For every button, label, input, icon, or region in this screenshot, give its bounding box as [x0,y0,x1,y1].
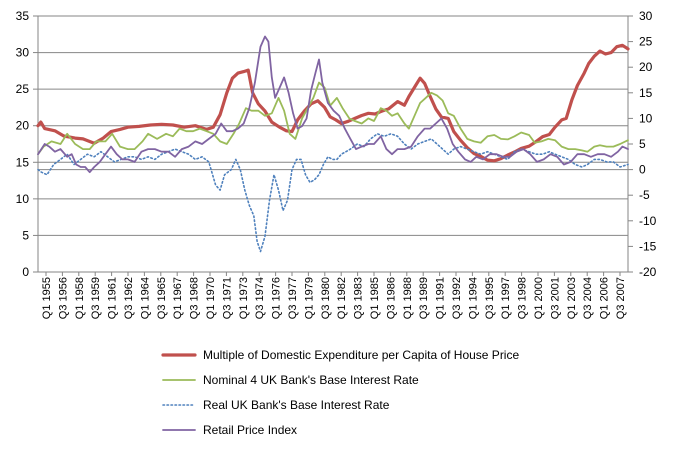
left-tick-label: 15 [16,155,30,169]
x-tick-label: Q1 1967 [172,277,184,319]
x-tick-label: Q3 1968 [189,277,201,319]
left-tick-label: 25 [16,82,30,96]
right-tick-label: -5 [639,188,650,202]
right-tick-label: -20 [639,265,657,279]
legend-label: Nominal 4 UK Bank's Base Interest Rate [203,373,419,387]
x-tick-label: Q1 2006 [599,277,611,319]
x-tick-label: Q1 1964 [139,277,151,319]
x-tick-label: Q1 1955 [41,277,53,319]
x-tick-label: Q1 1982 [336,277,348,319]
x-tick-label: Q3 2004 [582,277,594,319]
right-tick-label: 25 [639,35,653,49]
x-tick-label: Q1 1976 [271,277,283,319]
right-tick-label: 20 [639,60,653,74]
legend-label: Real UK Bank's Base Interest Rate [203,398,390,412]
x-tick-label: Q3 1965 [156,277,168,319]
x-tick-label: Q1 1958 [74,277,86,319]
x-tick-label: Q3 1992 [451,277,463,319]
right-tick-label: 15 [639,86,653,100]
axes [33,15,633,276]
x-tick-label: Q1 1985 [369,277,381,319]
right-axis-tick-labels: -20 -15 -10 -5 0 5 10 15 20 25 30 [639,9,657,279]
x-tick-label: Q1 1979 [303,277,315,319]
x-tick-label: Q3 1989 [418,277,430,319]
right-tick-label: 5 [639,137,646,151]
right-tick-label: 10 [639,111,653,125]
x-tick-label: Q1 1961 [107,277,119,319]
x-tick-label: Q1 1997 [500,277,512,319]
x-tick-label: Q1 2000 [533,277,545,319]
x-tick-label: Q3 2007 [615,277,627,319]
left-tick-label: 0 [22,265,29,279]
x-tick-label: Q3 1980 [320,277,332,319]
left-tick-label: 5 [22,228,29,242]
right-tick-label: 30 [639,9,653,23]
x-tick-label: Q3 1977 [287,277,299,319]
x-tick-label: Q3 1956 [57,277,69,319]
left-tick-label: 35 [16,9,30,23]
left-tick-label: 20 [16,119,30,133]
x-tick-label: Q3 1995 [484,277,496,319]
x-tick-label: Q1 1988 [402,277,414,319]
left-axis-tick-labels: 0 5 10 15 20 25 30 35 [16,9,30,279]
x-tick-label: Q1 1994 [467,277,479,319]
right-tick-label: 0 [639,163,646,177]
x-tick-label: Q1 2003 [566,277,578,319]
right-tick-label: -15 [639,239,657,253]
x-tick-label: Q3 2001 [549,277,561,319]
left-tick-label: 10 [16,192,30,206]
legend: Multiple of Domestic Expenditure per Cap… [161,348,519,437]
left-tick-label: 30 [16,46,30,60]
x-tick-label: Q1 1973 [238,277,250,319]
right-tick-label: -10 [639,214,657,228]
series-line-2 [37,81,629,156]
legend-label: Multiple of Domestic Expenditure per Cap… [203,348,519,362]
x-tick-label: Q3 1998 [517,277,529,319]
x-tick-label: Q3 1962 [123,277,135,319]
x-tick-label: Q3 1959 [90,277,102,319]
series-line-1 [36,43,630,163]
legend-label: Retail Price Index [203,423,297,437]
x-axis-tick-labels: Q1 1955 Q3 1956 Q1 1958 Q3 1959 Q1 1961 Q3 19… [41,277,627,319]
series-lines [36,35,630,253]
x-tick-label: Q1 1991 [435,277,447,319]
x-tick-label: Q3 1974 [254,277,266,319]
x-tick-label: Q3 1986 [385,277,397,319]
x-tick-label: Q1 1970 [205,277,217,319]
x-tick-label: Q3 1971 [221,277,233,319]
x-tick-label: Q3 1983 [353,277,365,319]
series-line-4 [37,35,629,174]
